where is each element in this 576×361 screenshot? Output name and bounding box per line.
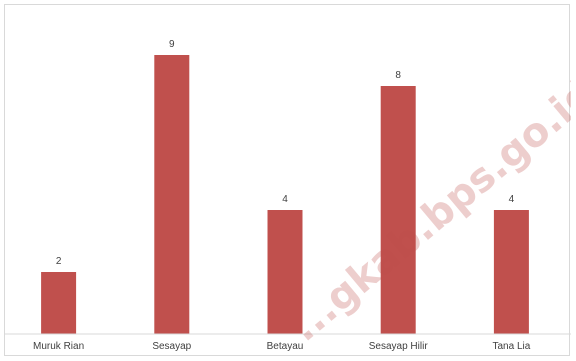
category-label: Tana Lia [492, 341, 530, 352]
bar-sesayap-hilir [380, 86, 416, 334]
bar-tana-lia [493, 210, 529, 334]
category-label: Sesayap Hilir [369, 341, 429, 352]
bar-muruk-rian [41, 272, 77, 334]
category-label: Muruk Rian [33, 341, 84, 352]
category-labels: Muruk Rian Sesayap Betayau Sesayap Hilir Tan… [33, 341, 531, 352]
data-labels: 2 9 4 8 4 [56, 39, 515, 267]
category-label: Sesayap [152, 341, 191, 352]
data-label: 9 [169, 39, 175, 50]
category-label: Betayau [267, 341, 304, 352]
bar-chart: 2 9 4 8 4 Muruk Rian Sesayap Betayau Sesayap Hi… [5, 39, 571, 352]
bar-sesayap [154, 55, 190, 334]
data-label: 8 [395, 70, 401, 81]
data-label: 4 [509, 194, 515, 205]
bar-series [41, 55, 529, 334]
chart-frame: 2 9 4 8 4 Muruk Rian Sesayap Betayau Sesayap Hi… [4, 4, 571, 356]
data-label: 2 [56, 256, 62, 267]
bar-betayau [267, 210, 303, 334]
data-label: 4 [282, 194, 288, 205]
